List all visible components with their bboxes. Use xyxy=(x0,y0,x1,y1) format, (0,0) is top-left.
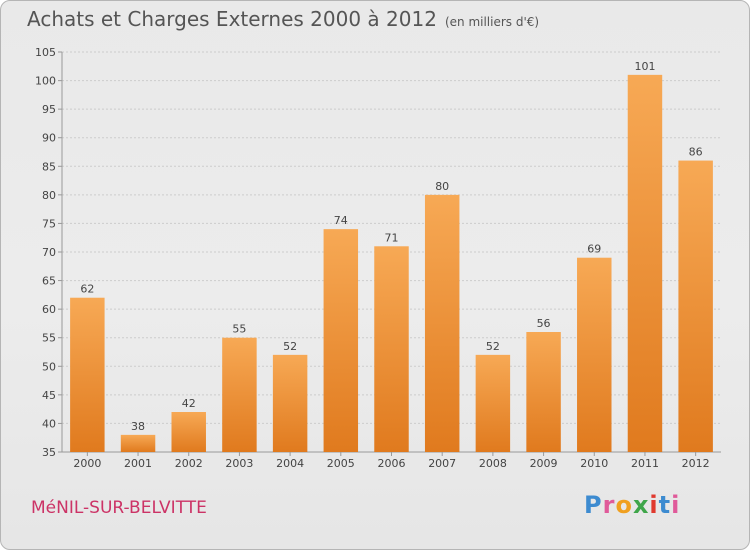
data-label: 101 xyxy=(634,60,655,73)
bar xyxy=(475,354,511,452)
y-tick-label: 95 xyxy=(42,103,56,116)
bar xyxy=(70,297,105,452)
y-tick-label: 70 xyxy=(42,246,56,259)
x-tick-label: 2011 xyxy=(631,457,659,470)
proxiti-logo: Proxiti xyxy=(584,491,680,519)
commune-name: MéNIL-SUR-BELVITTE xyxy=(31,498,207,518)
data-label: 38 xyxy=(131,420,145,433)
data-label: 52 xyxy=(486,340,500,353)
data-label: 74 xyxy=(334,214,348,227)
x-tick-label: 2004 xyxy=(276,457,304,470)
x-tick-label: 2007 xyxy=(428,457,456,470)
data-label: 42 xyxy=(182,397,196,410)
chart-title-text: Achats et Charges Externes 2000 à 2012 xyxy=(27,7,437,31)
bar xyxy=(272,354,308,452)
y-tick-label: 45 xyxy=(42,389,56,402)
logo-letter: r xyxy=(602,491,616,519)
data-label: 56 xyxy=(537,317,551,330)
x-tick-label: 2012 xyxy=(682,457,710,470)
bar xyxy=(526,332,561,452)
y-tick-label: 40 xyxy=(42,417,56,430)
y-tick-label: 35 xyxy=(42,446,56,459)
y-tick-label: 85 xyxy=(42,160,56,173)
y-tick-label: 55 xyxy=(42,332,56,345)
x-tick-label: 2001 xyxy=(124,457,152,470)
y-tick-label: 50 xyxy=(42,360,56,373)
logo-letter: i xyxy=(649,491,659,519)
x-tick-label: 2000 xyxy=(73,457,101,470)
x-tick-label: 2005 xyxy=(327,457,355,470)
bar xyxy=(120,434,156,452)
y-tick-label: 100 xyxy=(35,75,56,88)
data-label: 62 xyxy=(80,283,94,296)
x-tick-label: 2008 xyxy=(479,457,507,470)
x-tick-label: 2009 xyxy=(530,457,558,470)
logo-letter: i xyxy=(671,491,681,519)
x-tick-label: 2010 xyxy=(580,457,608,470)
bar xyxy=(678,160,713,453)
y-tick-label: 105 xyxy=(35,46,56,59)
data-label: 71 xyxy=(385,231,399,244)
data-label: 52 xyxy=(283,340,297,353)
logo-letter: x xyxy=(632,491,650,519)
bar xyxy=(222,337,257,452)
chart-unit: (en milliers d'€) xyxy=(444,15,540,29)
data-label: 69 xyxy=(587,243,601,256)
data-label: 86 xyxy=(689,146,703,159)
data-label: 80 xyxy=(435,180,449,193)
x-tick-label: 2002 xyxy=(175,457,203,470)
chart-title: Achats et Charges Externes 2000 à 2012 (e… xyxy=(27,7,539,31)
bar xyxy=(171,412,206,452)
y-tick-label: 80 xyxy=(42,189,56,202)
x-tick-label: 2003 xyxy=(225,457,253,470)
bar xyxy=(374,246,409,452)
bar xyxy=(577,257,612,452)
bar xyxy=(424,194,460,452)
y-tick-label: 65 xyxy=(42,275,56,288)
data-label: 55 xyxy=(232,323,246,336)
logo-letter: P xyxy=(584,491,603,519)
y-tick-label: 90 xyxy=(42,132,56,145)
logo-letter: o xyxy=(615,491,633,519)
bar xyxy=(627,74,663,452)
bar xyxy=(323,229,359,452)
x-tick-label: 2006 xyxy=(378,457,406,470)
logo-letter: t xyxy=(658,491,672,519)
y-tick-label: 75 xyxy=(42,217,56,230)
y-tick-label: 60 xyxy=(42,303,56,316)
